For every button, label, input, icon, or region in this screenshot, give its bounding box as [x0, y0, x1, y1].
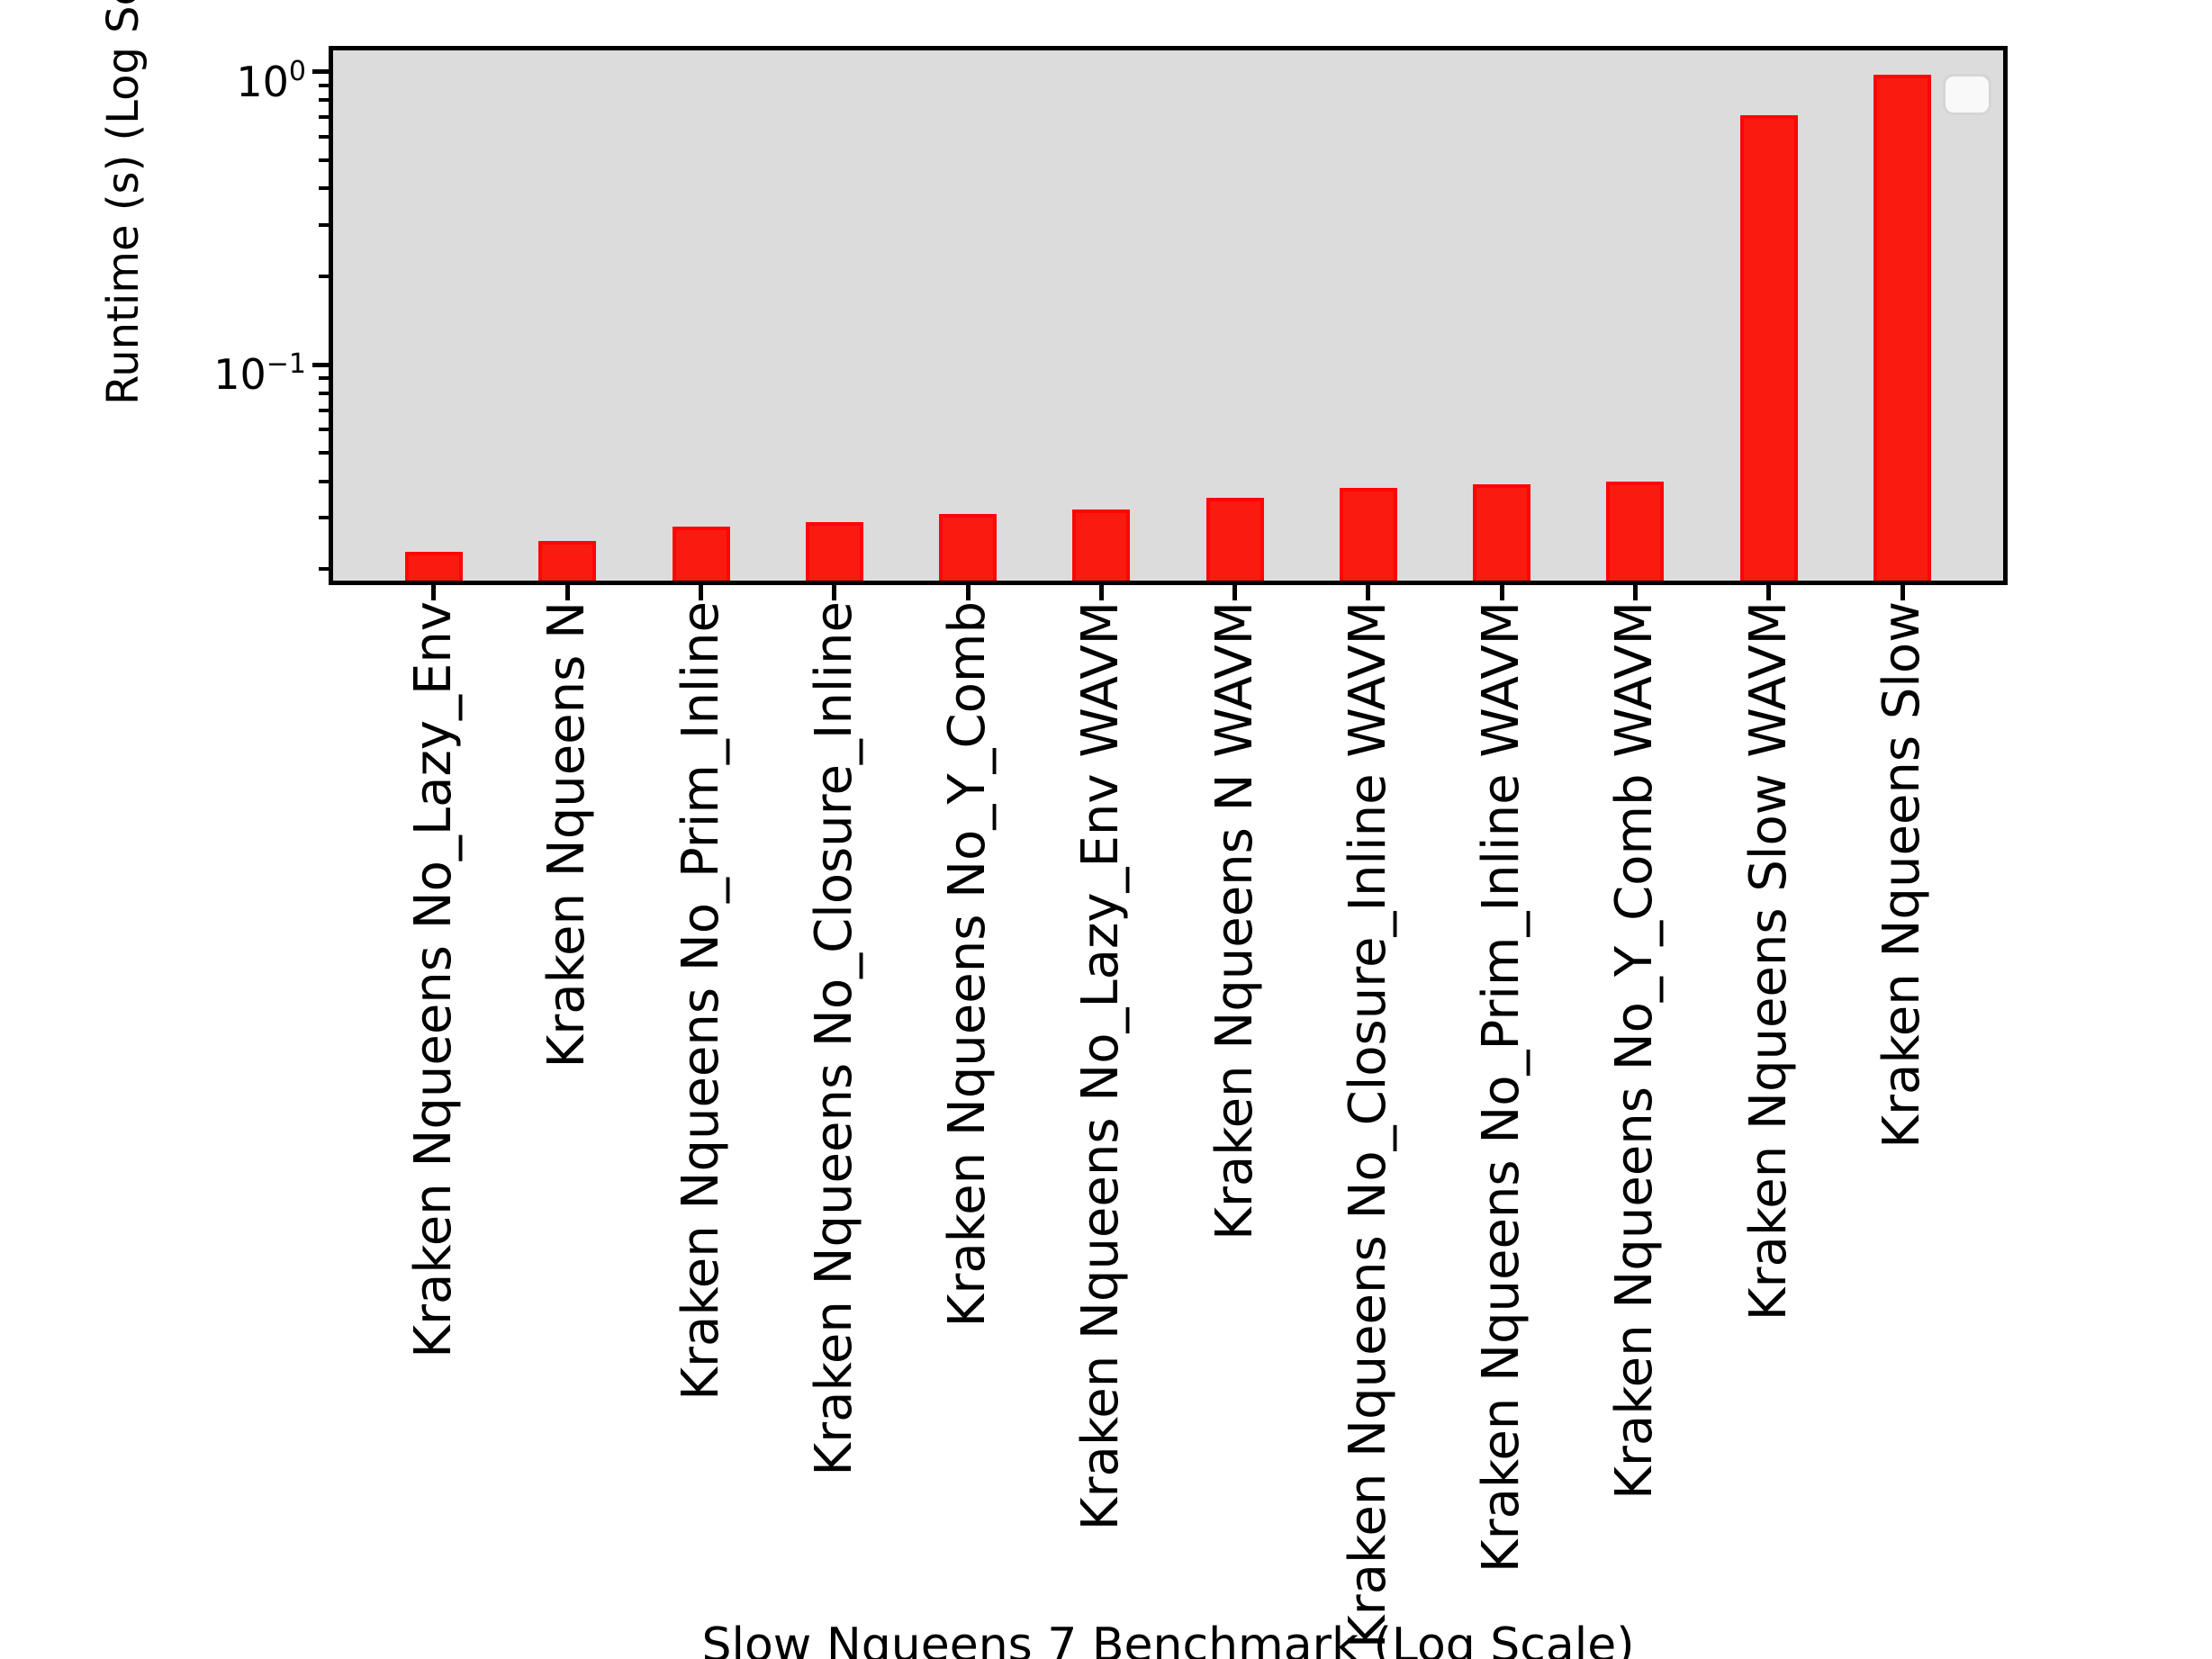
x-tick-label-8: Kraken Nqueens No_Closure_Inline WAVM: [1338, 601, 1397, 1649]
y-tick-label: 10−1: [213, 348, 306, 400]
x-tick-label-5: Kraken Nqueens No_Y_Comb: [938, 601, 998, 1328]
y-minor-tick: [319, 516, 329, 520]
y-minor-tick: [319, 83, 329, 87]
y-minor-tick: [319, 115, 329, 120]
bar-11: [1739, 115, 1798, 581]
bar-5: [939, 513, 998, 581]
bar-12: [1873, 74, 1932, 581]
x-tick: [1900, 585, 1905, 600]
bar-10: [1606, 481, 1665, 581]
x-tick: [699, 585, 703, 600]
x-tick: [431, 585, 437, 600]
x-tick: [1366, 585, 1371, 600]
bar-6: [1072, 509, 1131, 581]
x-tick-label-11: Kraken Nqueens Slow WAVM: [1738, 601, 1798, 1321]
x-tick-label-4: Kraken Nqueens No_Closure_Inline: [804, 601, 863, 1476]
legend-empty-box: [1943, 74, 1991, 115]
y-axis-label: Runtime (s) (Log Scale): [98, 0, 149, 405]
x-tick: [832, 585, 837, 600]
x-tick-label-7: Kraken Nqueens N WAVM: [1205, 601, 1264, 1240]
x-tick: [564, 585, 570, 600]
bar-7: [1205, 498, 1264, 581]
y-major-tick: [312, 362, 329, 367]
bar-4: [805, 521, 863, 581]
y-tick-label: 100: [236, 55, 306, 106]
x-tick-label-9: Kraken Nqueens No_Prim_Inline WAVM: [1472, 601, 1531, 1573]
x-axis-title: Slow Nqueens 7 Benchmark (Log Scale): [701, 1618, 1635, 1659]
plot-area: [329, 46, 2008, 585]
bar-3: [672, 526, 730, 581]
y-minor-tick: [319, 391, 329, 395]
bar-8: [1339, 487, 1397, 581]
x-tick: [965, 585, 971, 600]
x-tick: [1766, 585, 1772, 600]
bar-1: [404, 551, 463, 581]
bar-2: [538, 540, 597, 581]
y-minor-tick: [319, 451, 329, 455]
x-tick: [1632, 585, 1638, 600]
x-tick-label-1: Kraken Nqueens No_Lazy_Env: [403, 601, 463, 1358]
y-minor-tick: [319, 479, 329, 483]
x-tick-label-6: Kraken Nqueens No_Lazy_Env WAVM: [1071, 601, 1131, 1531]
y-minor-tick: [319, 158, 329, 162]
x-tick-label-3: Kraken Nqueens No_Prim_Inline: [671, 601, 730, 1401]
y-minor-tick: [319, 275, 329, 279]
x-tick: [1098, 585, 1104, 600]
y-minor-tick: [319, 186, 329, 191]
x-tick-label-10: Kraken Nqueens No_Y_Comb WAVM: [1605, 601, 1665, 1500]
y-minor-tick: [319, 135, 329, 140]
y-minor-tick: [319, 408, 329, 412]
x-tick: [1232, 585, 1238, 600]
x-tick-label-2: Kraken Nqueens N: [537, 601, 597, 1068]
y-minor-tick: [319, 98, 329, 103]
y-major-tick: [312, 69, 329, 75]
x-tick-label-12: Kraken Nqueens Slow: [1873, 601, 1932, 1149]
bar-9: [1473, 484, 1531, 581]
y-minor-tick: [319, 428, 329, 432]
y-minor-tick: [319, 223, 329, 227]
y-minor-tick: [319, 567, 329, 572]
y-minor-tick: [319, 376, 329, 381]
x-tick: [1499, 585, 1504, 600]
